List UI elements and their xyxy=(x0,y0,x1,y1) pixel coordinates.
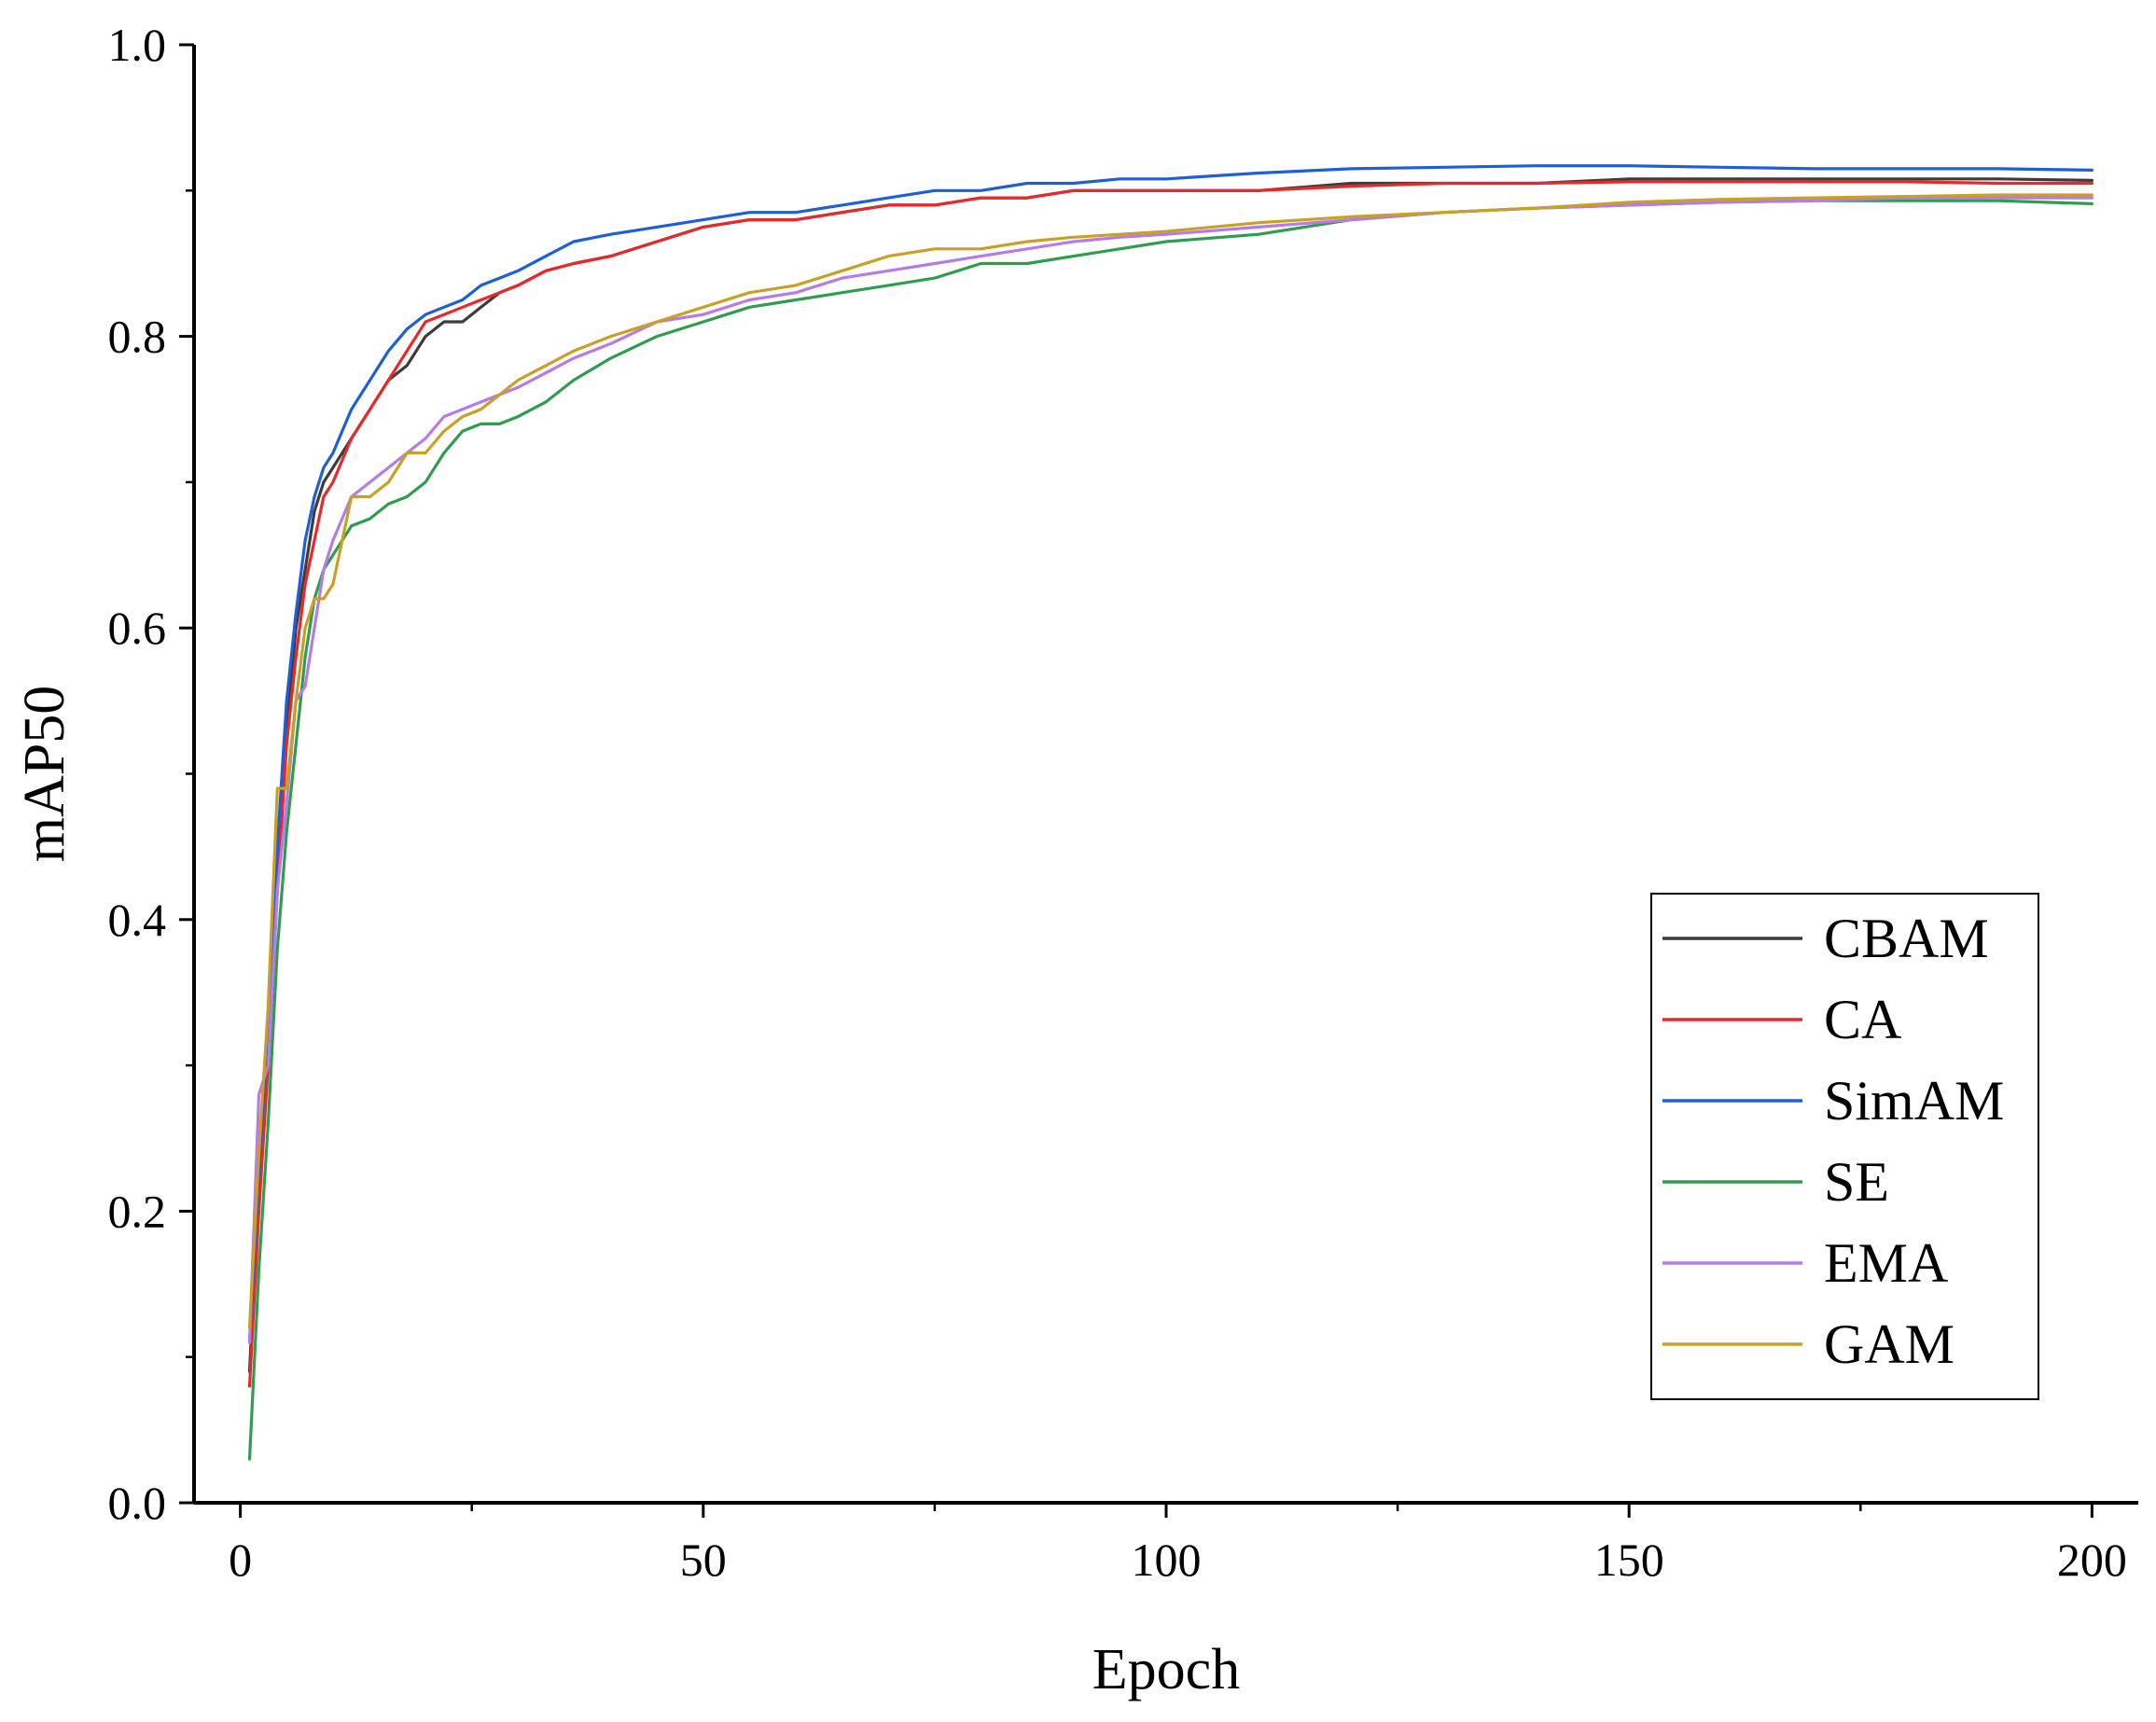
x-tick-label: 100 xyxy=(1132,1534,1202,1586)
y-tick-label: 0.0 xyxy=(108,1477,167,1529)
series-layer xyxy=(247,164,2093,1461)
y-tick-label: 0.6 xyxy=(108,602,167,654)
legend-label-ema: EMA xyxy=(1824,1232,1948,1294)
series-line-gam xyxy=(247,193,2093,1329)
legend-label-simam: SimAM xyxy=(1824,1070,2004,1132)
y-tick-label: 0.4 xyxy=(108,894,167,946)
legend-label-se: SE xyxy=(1824,1151,1889,1213)
legend-label-gam: GAM xyxy=(1824,1313,1954,1375)
legend-label-ca: CA xyxy=(1824,989,1901,1050)
y-axis-title: mAP50 xyxy=(13,686,77,862)
series-line-ca xyxy=(247,180,2093,1388)
legend: CBAM CA SimAM SE EMA GAM xyxy=(1650,893,2039,1400)
x-tick-label: 0 xyxy=(229,1534,252,1586)
x-axis-title: Epoch xyxy=(1092,1638,1240,1701)
axes-layer: 0 50 100 150 200 0.0 0.2 0.4 0.6 0.8 1.0 xyxy=(108,19,2138,1586)
y-tick-label: 0.8 xyxy=(108,311,167,363)
series-line-simam xyxy=(247,164,2093,1344)
legend-box xyxy=(1650,893,2039,1400)
legend-label-cbam: CBAM xyxy=(1824,908,1989,969)
x-tick-label: 200 xyxy=(2057,1534,2127,1586)
y-tick-label: 0.2 xyxy=(108,1185,167,1237)
y-tick-label: 1.0 xyxy=(108,19,167,71)
x-tick-label: 150 xyxy=(1594,1534,1664,1586)
x-tick-label: 50 xyxy=(680,1534,727,1586)
